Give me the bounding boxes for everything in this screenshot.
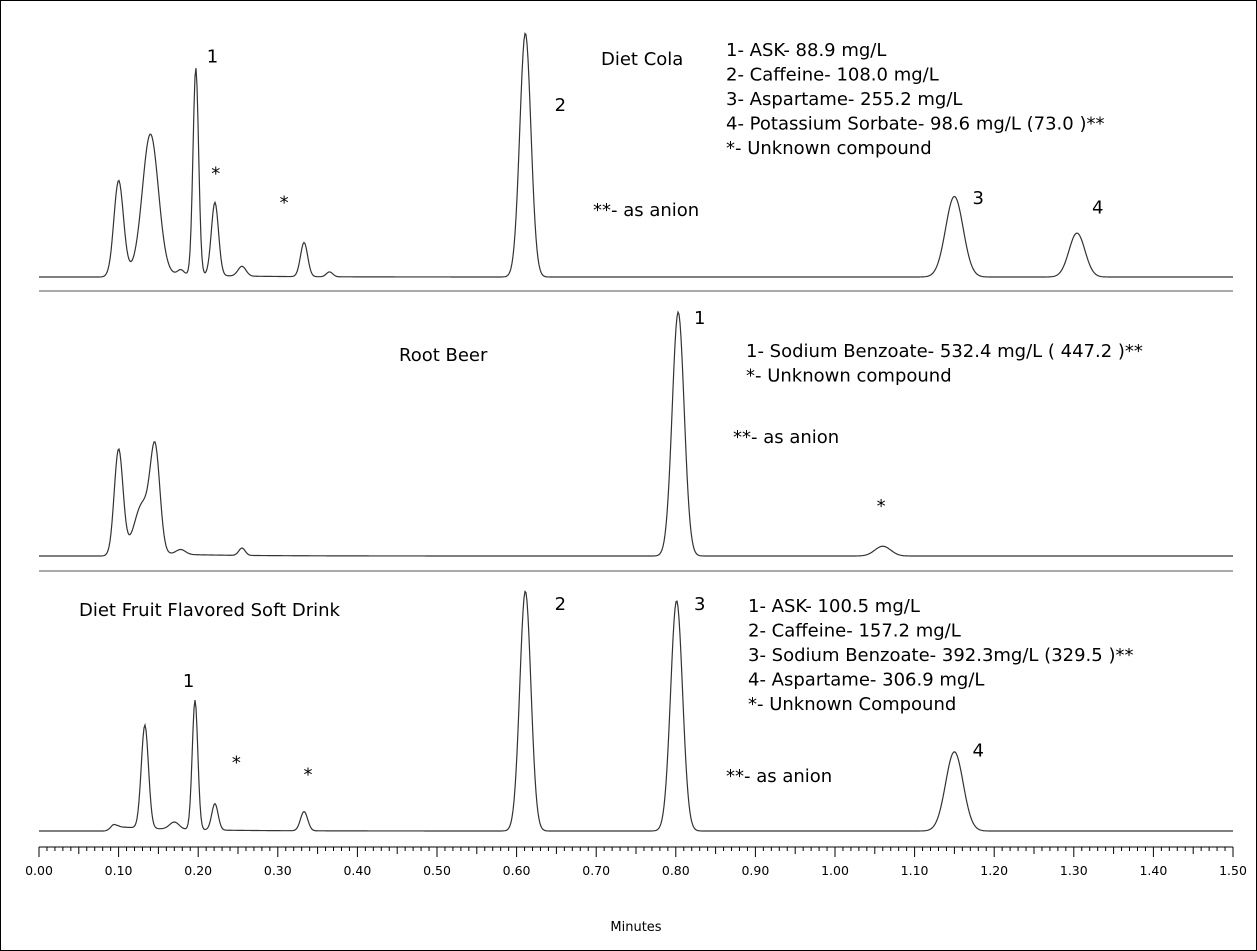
trace-1 xyxy=(39,32,1233,278)
x-tick-label: 0.90 xyxy=(741,863,769,878)
peak-label: * xyxy=(232,753,241,774)
anion-note: **- as anion xyxy=(726,766,832,787)
panel-annotations: Diet Cola 1 * * 2 3 4 1- ASK- 88.9 mg/L 2- Caffe… xyxy=(79,40,1143,787)
x-tick-label: 0.70 xyxy=(582,863,610,878)
x-tick-label: 0.20 xyxy=(184,863,212,878)
legend-entry: 3- Aspartame- 255.2 mg/L xyxy=(726,89,962,110)
peak-label: 1 xyxy=(183,671,194,692)
panel-separators xyxy=(39,290,1233,572)
peak-label: * xyxy=(280,193,289,214)
peak-label: * xyxy=(304,765,313,786)
legend-entry: 2- Caffeine- 157.2 mg/L xyxy=(748,621,961,642)
legend-entry: *- Unknown compound xyxy=(726,138,932,159)
x-tick-label: 0.10 xyxy=(105,863,133,878)
peak-label: * xyxy=(877,496,886,517)
peak-label: 4 xyxy=(1092,198,1103,219)
x-tick-label: 0.30 xyxy=(264,863,292,878)
anion-note: **- as anion xyxy=(733,427,839,448)
panel-title: Root Beer xyxy=(399,345,488,366)
peak-label: 3 xyxy=(973,188,984,209)
legend-entry: 1- ASK- 88.9 mg/L xyxy=(726,40,886,61)
legend-entry: 1- ASK- 100.5 mg/L xyxy=(748,596,920,617)
legend-entry: *- Unknown compound xyxy=(746,366,952,387)
peak-label: 1 xyxy=(694,308,705,329)
x-tick-label: 1.10 xyxy=(901,863,929,878)
legend-entry: 2- Caffeine- 108.0 mg/L xyxy=(726,65,939,86)
x-tick-label: 1.00 xyxy=(821,863,849,878)
x-tick-label: 1.40 xyxy=(1139,863,1167,878)
x-tick-label: 1.20 xyxy=(980,863,1008,878)
x-tick-label: 0.50 xyxy=(423,863,451,878)
trace-3 xyxy=(39,590,1233,832)
x-tick-label: 0.40 xyxy=(343,863,371,878)
x-tick-label: 0.00 xyxy=(25,863,53,878)
x-tick-label: 1.50 xyxy=(1219,863,1247,878)
peak-label: 2 xyxy=(555,594,566,615)
anion-note: **- as anion xyxy=(593,200,699,221)
panel-title: Diet Cola xyxy=(601,49,683,70)
peak-label: 1 xyxy=(207,46,218,67)
trace-2 xyxy=(39,310,1233,557)
x-axis-label: Minutes xyxy=(610,920,661,935)
legend-entry: 1- Sodium Benzoate- 532.4 mg/L ( 447.2 )… xyxy=(746,341,1143,362)
peak-label: 2 xyxy=(555,95,566,116)
legend-entry: *- Unknown Compound xyxy=(748,694,956,715)
x-tick-label: 0.60 xyxy=(503,863,531,878)
x-tick-label: 1.30 xyxy=(1060,863,1088,878)
peak-label: 4 xyxy=(973,741,984,762)
traces xyxy=(39,32,1233,832)
panel-title: Diet Fruit Flavored Soft Drink xyxy=(79,600,341,621)
x-tick-label: 0.80 xyxy=(662,863,690,878)
legend-entry: 4- Aspartame- 306.9 mg/L xyxy=(748,670,984,691)
peak-label: * xyxy=(211,163,220,184)
legend-entry: 3- Sodium Benzoate- 392.3mg/L (329.5 )** xyxy=(748,645,1133,666)
x-axis: 0.00 0.10 0.20 0.30 0.40 0.50 0.60 0.70 0.80 0.90… xyxy=(25,846,1247,878)
peak-label: 3 xyxy=(694,594,705,615)
legend-entry: 4- Potassium Sorbate- 98.6 mg/L (73.0 )*… xyxy=(726,114,1104,135)
